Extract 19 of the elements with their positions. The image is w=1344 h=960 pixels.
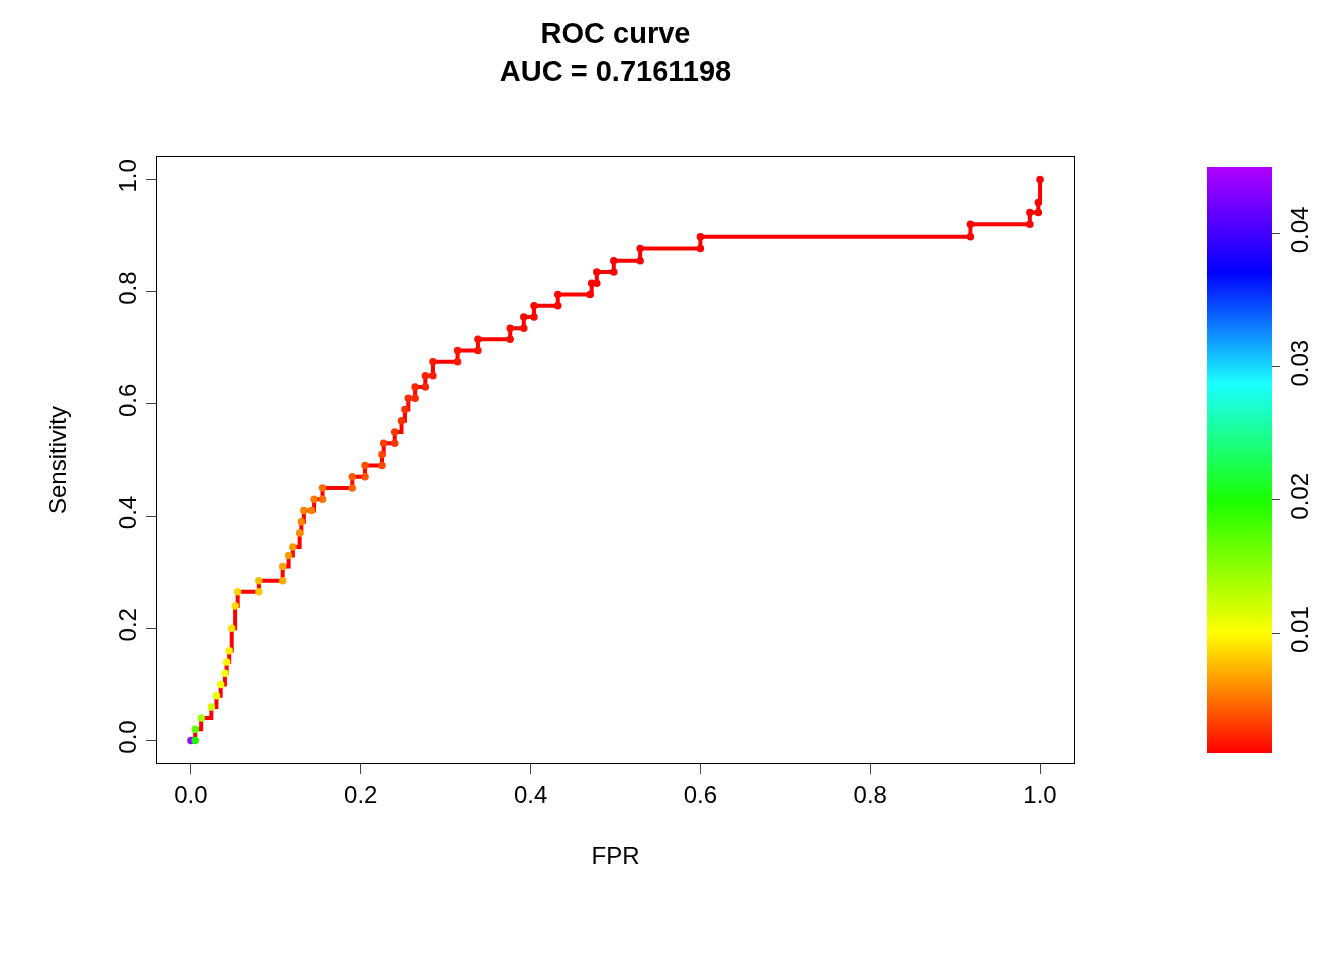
x-tick-label: 1.0: [1023, 780, 1057, 808]
x-axis-title: FPR: [591, 842, 640, 870]
y-tick-label: 0.8: [114, 271, 142, 305]
y-tick-label: 0.6: [114, 383, 142, 417]
x-tick-label: 0.8: [853, 780, 887, 808]
x-tick-label: 0.2: [344, 780, 378, 808]
y-axis-title: Sensitivity: [44, 405, 72, 515]
x-tick-label: 0.0: [174, 780, 208, 808]
x-tick-label: 0.4: [513, 780, 548, 808]
y-tick-label: 0.4: [114, 495, 142, 530]
y-tick-label: 1.0: [114, 159, 142, 193]
y-tick-label: 0.2: [114, 608, 142, 642]
x-tick-label: 0.6: [683, 780, 718, 808]
y-tick-label: 0.0: [114, 720, 142, 754]
color-bar-label: 0.04: [1286, 206, 1314, 254]
color-bar-label: 0.03: [1286, 339, 1314, 387]
color-bar-label: 0.02: [1286, 472, 1314, 520]
chart-title: ROC curve AUC = 0.7161198: [499, 17, 732, 87]
color-bar-label: 0.01: [1286, 606, 1314, 653]
